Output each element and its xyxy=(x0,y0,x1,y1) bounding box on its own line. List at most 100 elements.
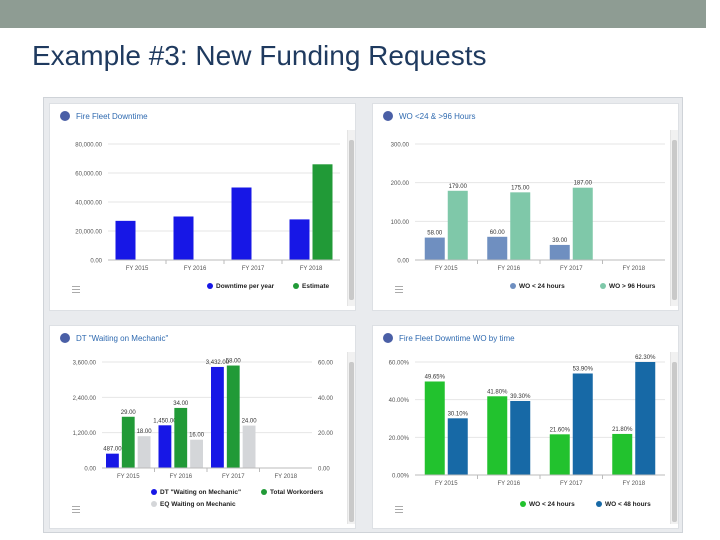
chart-menu-icon[interactable] xyxy=(72,506,80,513)
data-label: 175.00 xyxy=(511,185,530,191)
dashboard-frame: Fire Fleet Downtime 80,000.00 60,000.00 40… xyxy=(43,97,683,533)
y-tick-label: 1,200.00 xyxy=(73,431,97,437)
scrollbar-thumb[interactable] xyxy=(349,362,354,522)
y-tick-label: 2,400.00 xyxy=(73,396,97,402)
scrollbar[interactable] xyxy=(347,130,355,306)
x-tick-label: FY 2018 xyxy=(274,474,297,480)
data-label: 187.00 xyxy=(574,181,593,187)
x-tick-label: FY 2015 xyxy=(435,481,458,487)
legend-marker xyxy=(261,489,267,495)
y-tick-label-right: 40.00 xyxy=(318,396,334,402)
panel-waiting-mechanic: DT "Waiting on Mechanic" 3,600.00 2,400.0… xyxy=(49,325,356,529)
legend-marker xyxy=(520,501,526,507)
bar xyxy=(572,373,593,475)
scrollbar[interactable] xyxy=(670,352,678,524)
x-tick-label: FY 2015 xyxy=(126,266,149,272)
bar xyxy=(447,190,468,260)
y-tick-label: 0.00 xyxy=(397,259,409,265)
legend-label: WO > 96 Hours xyxy=(609,283,656,290)
data-label: 1,450.00 xyxy=(153,418,177,424)
data-label: 21.80% xyxy=(612,427,633,433)
y-tick-label-right: 20.00 xyxy=(318,431,334,437)
bar xyxy=(174,407,188,468)
x-tick-label: FY 2016 xyxy=(497,481,520,487)
bar xyxy=(115,220,136,260)
bar xyxy=(487,396,508,475)
x-tick-label: FY 2016 xyxy=(497,266,520,272)
legend-label: Downtime per year xyxy=(216,283,275,290)
scrollbar-thumb[interactable] xyxy=(349,140,354,300)
x-tick-label: FY 2018 xyxy=(622,266,645,272)
data-label: 62.30% xyxy=(635,355,656,361)
legend-marker xyxy=(510,283,516,289)
bar xyxy=(121,416,135,468)
bar xyxy=(510,192,531,260)
y-tick-label: 0.00 xyxy=(84,467,96,473)
panel-icon xyxy=(383,111,393,121)
data-label: 39.00 xyxy=(552,238,568,244)
panel-fleet-downtime: Fire Fleet Downtime 80,000.00 60,000.00 40… xyxy=(49,103,356,311)
scrollbar-thumb[interactable] xyxy=(672,140,677,300)
bar xyxy=(312,164,333,260)
data-label: 30.10% xyxy=(448,411,469,417)
x-tick-label: FY 2016 xyxy=(184,266,207,272)
panel-title[interactable]: Fire Fleet Downtime WO by time xyxy=(399,334,515,343)
legend-label: WO < 24 hours xyxy=(519,283,565,290)
data-label: 179.00 xyxy=(449,184,468,190)
legend-marker xyxy=(151,501,157,507)
chart-menu-icon[interactable] xyxy=(72,286,80,293)
bar xyxy=(549,244,570,260)
panel-icon xyxy=(60,333,70,343)
bar xyxy=(137,436,151,468)
y-tick-label: 20.00% xyxy=(389,436,410,442)
panel-title[interactable]: WO <24 & >96 Hours xyxy=(399,112,476,121)
data-label: 24.00 xyxy=(242,419,258,425)
bar xyxy=(211,366,224,468)
slide-title: Example #3: New Funding Requests xyxy=(32,40,487,71)
bar xyxy=(226,365,240,468)
x-tick-label: FY 2017 xyxy=(560,481,583,487)
y-tick-label: 200.00 xyxy=(391,181,410,187)
legend-label: EQ Waiting on Mechanic xyxy=(160,501,236,508)
chart-menu-icon[interactable] xyxy=(395,286,403,293)
panel-title[interactable]: Fire Fleet Downtime xyxy=(76,112,148,121)
data-label: 16.00 xyxy=(189,433,205,439)
data-label: 18.00 xyxy=(137,429,153,435)
bar xyxy=(635,362,656,475)
x-tick-label: FY 2017 xyxy=(560,266,583,272)
y-tick-label: 0.00% xyxy=(392,474,410,480)
bar xyxy=(612,433,633,475)
bar xyxy=(106,453,119,468)
data-label: 39.30% xyxy=(510,394,531,400)
top-bar-notch xyxy=(706,0,720,28)
bar xyxy=(173,216,194,260)
chart-fleet-downtime: 80,000.00 60,000.00 40,000.00 20,000.00 0.00… xyxy=(75,143,340,290)
x-tick-label: FY 2017 xyxy=(222,474,245,480)
data-label: 49.65% xyxy=(425,374,446,380)
scrollbar[interactable] xyxy=(347,352,355,524)
y-tick-label-right: 60.00 xyxy=(318,361,334,367)
y-tick-label: 80,000.00 xyxy=(75,143,102,149)
legend-label: DT "Waiting on Mechanic" xyxy=(160,489,241,496)
legend-label: Estimate xyxy=(302,283,329,290)
panel-title[interactable]: DT "Waiting on Mechanic" xyxy=(76,334,169,343)
panel-downtime-wo-by-time: Fire Fleet Downtime WO by time 60.00% 40.… xyxy=(372,325,679,529)
chart-wo-hours: 300.00 200.00 100.00 0.00 FY 2015 58.00 179.00… xyxy=(391,143,665,290)
x-tick-label: FY 2018 xyxy=(300,266,323,272)
top-bar xyxy=(0,0,720,28)
y-tick-label: 60.00% xyxy=(389,361,410,367)
legend-marker xyxy=(600,283,606,289)
legend-marker xyxy=(151,489,157,495)
chart-waiting-mechanic: 3,600.00 2,400.00 1,200.00 0.00 60.00 40.00 20… xyxy=(73,359,334,508)
chart-menu-icon[interactable] xyxy=(395,506,403,513)
y-tick-label: 20,000.00 xyxy=(75,230,102,236)
scrollbar[interactable] xyxy=(670,130,678,306)
legend-label: Total Workorders xyxy=(270,489,324,496)
legend-label: WO < 24 hours xyxy=(529,501,575,508)
y-tick-label: 60,000.00 xyxy=(75,172,102,178)
bar xyxy=(572,187,593,260)
scrollbar-thumb[interactable] xyxy=(672,362,677,522)
bar xyxy=(549,434,570,475)
legend-marker xyxy=(207,283,213,289)
bar xyxy=(424,237,445,260)
